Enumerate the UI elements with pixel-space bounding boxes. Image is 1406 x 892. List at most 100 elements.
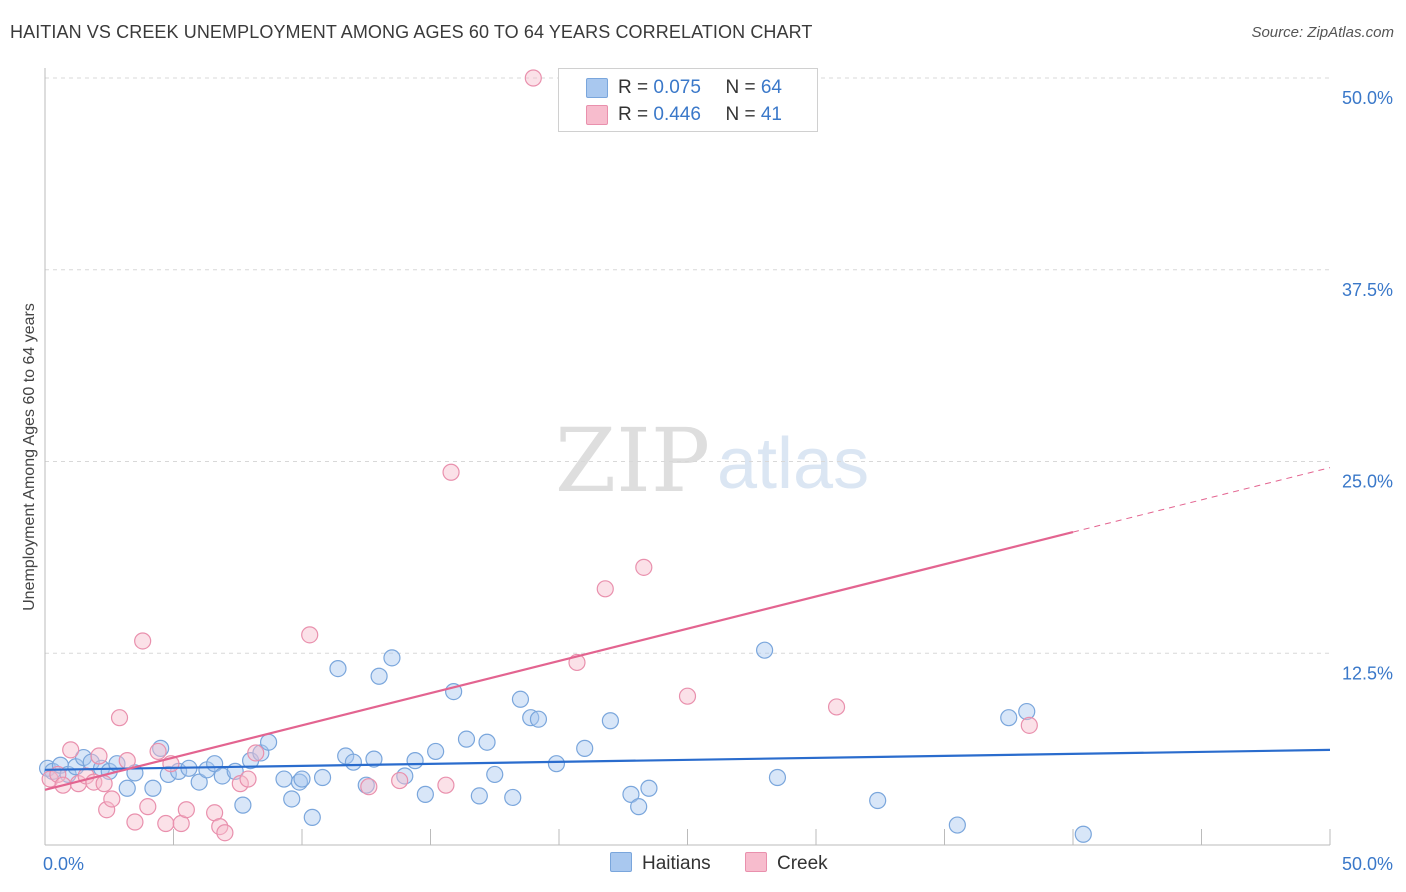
creek-point — [149, 742, 167, 761]
bottom-legend-swatch-haitians — [610, 852, 632, 872]
correlation-legend: R = 0.075 N = 64 R = 0.446 N = 41 — [558, 68, 818, 132]
haitians-point — [1000, 709, 1018, 727]
bottom-legend-creek: Creek — [745, 852, 828, 875]
haitians-point — [159, 765, 177, 784]
haitians-point — [1074, 825, 1092, 843]
trend-lines — [44, 467, 1331, 791]
watermark: ZIP atlas — [555, 409, 869, 512]
haitians-point — [344, 753, 362, 771]
haitians-point — [234, 796, 252, 814]
creek-point — [301, 626, 319, 644]
creek-point — [360, 778, 378, 796]
haitians-point — [275, 770, 293, 788]
legend-swatch-haitians — [586, 78, 608, 98]
haitians-point — [869, 791, 887, 810]
haitians-point — [529, 710, 548, 728]
haitians-point — [478, 733, 496, 751]
haitians-point — [486, 765, 504, 784]
creek-point — [437, 776, 455, 794]
haitians-point — [313, 768, 332, 787]
creek-point — [110, 709, 129, 727]
haitians-point — [755, 641, 774, 659]
haitians-point — [547, 755, 566, 773]
haitians-point — [427, 742, 445, 761]
haitians-point — [416, 785, 434, 803]
creek-point — [98, 801, 116, 819]
creek-point — [678, 687, 697, 705]
haitians-point — [1018, 702, 1036, 721]
creek-trend-extension — [1072, 467, 1331, 533]
creek-point — [391, 771, 409, 790]
creek-point — [239, 770, 257, 788]
haitians-point — [293, 770, 311, 788]
creek-point — [126, 813, 144, 831]
legend-r-value: 0.075 — [653, 77, 701, 98]
axes — [44, 68, 1331, 846]
creek-point — [1020, 716, 1038, 734]
x-tick-label: 0.0% — [43, 854, 84, 874]
series-haitians — [38, 641, 1092, 843]
haitians-point — [290, 773, 309, 791]
source-label: Source: ZipAtlas.com — [1251, 24, 1394, 41]
haitians-point — [152, 739, 170, 757]
ticks: 12.5% 25.0% 37.5% 50.0% 0.0% 50.0% — [43, 88, 1393, 874]
haitians-point — [457, 730, 476, 748]
haitians-point — [396, 767, 414, 785]
haitians-point — [948, 816, 966, 834]
y-tick-label: 25.0% — [1342, 472, 1393, 492]
legend-n-label: N = — [725, 77, 761, 98]
legend-swatch-creek — [586, 105, 608, 125]
haitians-point — [329, 659, 347, 678]
haitians-point — [190, 773, 208, 791]
legend-r-value: 0.446 — [653, 104, 701, 125]
creek-point — [62, 741, 80, 759]
legend-r-label: R = — [618, 77, 654, 98]
creek-point — [524, 69, 542, 87]
y-tick-label: 50.0% — [1342, 88, 1393, 108]
haitians-point — [118, 779, 136, 797]
bottom-legend-haitians: Haitians — [610, 852, 711, 875]
bottom-legend-label: Haitians — [642, 853, 711, 874]
creek-point — [177, 801, 195, 819]
creek-point — [827, 698, 846, 716]
chart-title: HAITIAN VS CREEK UNEMPLOYMENT AMONG AGES… — [10, 22, 813, 42]
creek-point — [442, 463, 460, 481]
watermark-atlas: atlas — [717, 424, 869, 504]
bottom-legend-label: Creek — [777, 853, 828, 874]
creek-point — [157, 814, 175, 833]
haitians-point — [259, 733, 278, 751]
haitians-point — [511, 690, 530, 708]
points — [38, 69, 1092, 843]
creek-point — [247, 744, 265, 762]
creek-trend-line — [44, 530, 1074, 791]
series-creek — [41, 69, 1038, 842]
haitians-point — [383, 649, 401, 667]
creek-point — [635, 558, 653, 576]
haitians-point — [504, 788, 522, 807]
haitians-point — [365, 750, 383, 768]
haitians-point — [630, 798, 648, 816]
haitians-point — [370, 667, 388, 685]
legend-n-value: 41 — [760, 104, 782, 125]
haitians-point — [601, 712, 620, 730]
creek-point — [216, 824, 234, 842]
legend-n-value: 64 — [760, 77, 782, 98]
haitians-point — [144, 779, 162, 797]
y-tick-label: 12.5% — [1342, 663, 1393, 683]
haitians-trend-line — [44, 748, 1331, 771]
haitians-point — [768, 768, 787, 787]
haitians-point — [640, 779, 658, 797]
haitians-point — [38, 759, 57, 777]
bottom-legend-swatch-creek — [745, 852, 767, 872]
haitians-point — [283, 790, 301, 808]
haitians-point — [303, 808, 321, 826]
creek-point — [90, 747, 108, 765]
x-tick-label: 50.0% — [1342, 854, 1393, 874]
legend-r-label: R = — [618, 104, 654, 125]
haitians-point — [622, 785, 640, 803]
legend-n-label: N = — [725, 104, 761, 125]
haitians-point — [576, 739, 594, 757]
creek-point — [139, 798, 157, 816]
grid — [45, 77, 1330, 654]
